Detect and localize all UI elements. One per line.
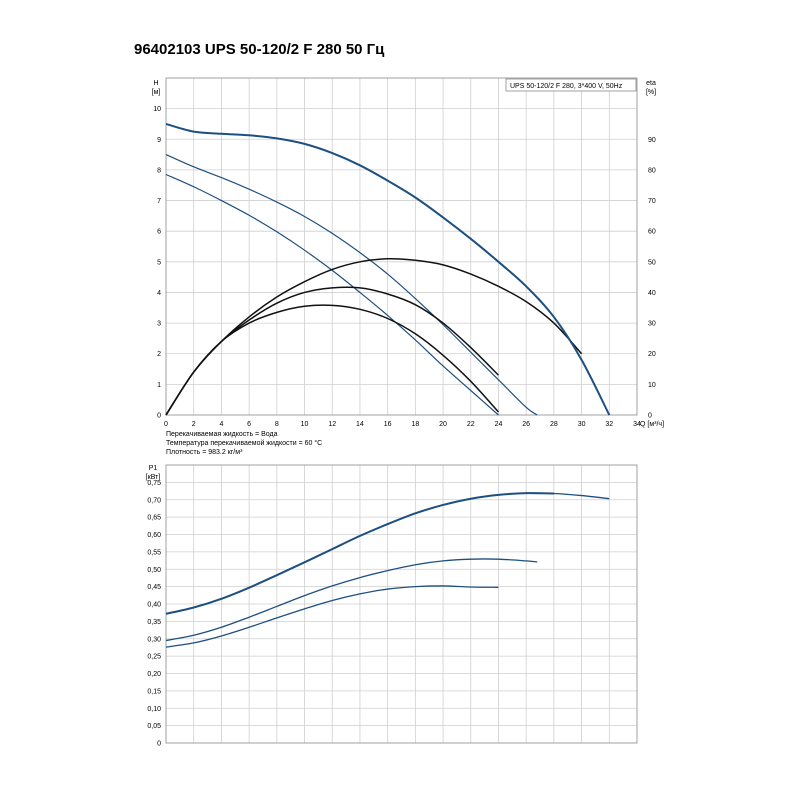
qh-eta-chart: 0 2 4 6 8 10 12 14 16 18 20 22 24 26 28 30 32 34012345678… bbox=[152, 77, 664, 428]
x-tick-label: 28 bbox=[550, 421, 558, 428]
x-axis-label: Q [м³/ч] bbox=[640, 421, 664, 428]
y-tick-label: 0,75 bbox=[147, 480, 161, 487]
y-tick-label: 7 bbox=[157, 198, 161, 205]
y-tick-label: 2 bbox=[157, 351, 161, 358]
y2-tick-label: 60 bbox=[648, 229, 656, 236]
y-tick-label: 0,20 bbox=[147, 671, 161, 678]
y2-tick-label: 40 bbox=[648, 290, 656, 297]
y-tick-label: 5 bbox=[157, 259, 161, 266]
y-tick-label: 0,70 bbox=[147, 497, 161, 504]
x-tick-label: 16 bbox=[384, 421, 392, 428]
y-axis-label: H bbox=[153, 80, 158, 87]
y-axis-unit: [м] bbox=[152, 89, 161, 96]
y-tick-label: 0,30 bbox=[147, 636, 161, 643]
x-tick-label: 22 bbox=[467, 421, 475, 428]
x-tick-label: 2 bbox=[192, 421, 196, 428]
efficiency-curve bbox=[165, 304, 500, 416]
y-tick-label: 0,10 bbox=[147, 706, 161, 713]
fluid-note: Плотность = 983.2 кг/м³ bbox=[166, 449, 243, 456]
y2-tick-label: 50 bbox=[648, 259, 656, 266]
legend-text: UPS 50-120/2 F 280, 3*400 V, 50Hz bbox=[510, 83, 623, 90]
y-tick-label: 4 bbox=[157, 290, 161, 297]
x-tick-label: 4 bbox=[219, 421, 223, 428]
power-curve bbox=[165, 558, 538, 642]
y-tick-label: 3 bbox=[157, 321, 161, 328]
y-tick-label: 0,50 bbox=[147, 567, 161, 574]
y2-tick-label: 70 bbox=[648, 198, 656, 205]
x-tick-label: 32 bbox=[605, 421, 613, 428]
y-tick-label: 8 bbox=[157, 167, 161, 174]
y2-axis-label: eta bbox=[646, 80, 656, 87]
y-tick-label: 0,60 bbox=[147, 532, 161, 539]
y-tick-label: 0,35 bbox=[147, 619, 161, 626]
y-tick-label: 0,25 bbox=[147, 654, 161, 661]
x-tick-label: 30 bbox=[578, 421, 586, 428]
page-title: 96402103 UPS 50-120/2 F 280 50 Гц bbox=[134, 41, 385, 58]
plot-frame bbox=[165, 77, 638, 416]
y2-tick-label: 0 bbox=[648, 413, 652, 420]
y2-tick-label: 80 bbox=[648, 167, 656, 174]
x-tick-label: 20 bbox=[439, 421, 447, 428]
x-tick-label: 14 bbox=[356, 421, 364, 428]
y2-tick-label: 30 bbox=[648, 321, 656, 328]
fluid-note: Температура перекачиваемой жидкости = 60… bbox=[166, 439, 322, 447]
head-curve bbox=[165, 154, 538, 416]
x-tick-label: 24 bbox=[495, 421, 503, 428]
y-axis-unit: [кВт] bbox=[146, 474, 161, 481]
y-tick-label: 6 bbox=[157, 229, 161, 236]
plot-frame bbox=[165, 464, 638, 744]
y-tick-label: 0 bbox=[157, 413, 161, 420]
x-tick-label: 0 bbox=[164, 421, 168, 428]
efficiency-curve bbox=[165, 257, 583, 416]
y-tick-label: 0,05 bbox=[147, 723, 161, 730]
power-chart: 0 0,05 0,10 0,15 0,20 0,25 0,30 0,35 0,40 0,45 0,5… bbox=[146, 464, 638, 748]
y-tick-label: 0 bbox=[157, 741, 161, 748]
y-axis-label: P1 bbox=[149, 465, 158, 472]
x-tick-label: 12 bbox=[328, 421, 336, 428]
y-tick-label: 10 bbox=[153, 106, 161, 113]
y-tick-label: 0,15 bbox=[147, 688, 161, 695]
fluid-note: Перекачиваемая жидкость = Вода bbox=[166, 431, 278, 438]
fluid-notes: Перекачиваемая жидкость = ВодаТемператур… bbox=[166, 431, 322, 456]
y-tick-label: 0,55 bbox=[147, 549, 161, 556]
y-tick-label: 0,45 bbox=[147, 584, 161, 591]
y-tick-label: 0,40 bbox=[147, 602, 161, 609]
x-tick-label: 8 bbox=[275, 421, 279, 428]
legend-box bbox=[505, 78, 637, 92]
y-tick-label: 9 bbox=[157, 137, 161, 144]
y-tick-label: 1 bbox=[157, 382, 161, 389]
y2-tick-label: 90 bbox=[648, 137, 656, 144]
head-curve-max bbox=[165, 122, 611, 416]
x-tick-label: 34 bbox=[633, 421, 641, 428]
power-curve-max bbox=[165, 492, 554, 615]
x-tick-label: 26 bbox=[522, 421, 530, 428]
head-curve bbox=[165, 173, 499, 416]
x-tick-label: 10 bbox=[301, 421, 309, 428]
y2-tick-label: 10 bbox=[648, 382, 656, 389]
y2-tick-label: 20 bbox=[648, 351, 656, 358]
x-tick-label: 6 bbox=[247, 421, 251, 428]
y2-axis-unit: [%] bbox=[646, 89, 656, 96]
y-tick-label: 0,65 bbox=[147, 515, 161, 522]
x-tick-label: 18 bbox=[411, 421, 419, 428]
power-curve bbox=[165, 585, 499, 648]
